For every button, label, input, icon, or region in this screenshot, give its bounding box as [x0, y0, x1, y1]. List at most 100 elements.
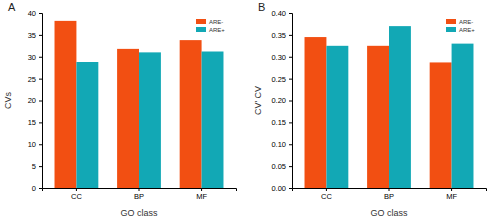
tick-mark [451, 188, 452, 191]
tick-label: 15 [28, 118, 36, 127]
bar [367, 46, 389, 188]
legend-label: ARE- [209, 19, 223, 25]
tick-mark [39, 101, 42, 102]
tick: 30 [28, 53, 42, 62]
y-axis-title: CV' CV [253, 86, 263, 115]
tick: 40 [28, 9, 42, 18]
tick-label: 30 [28, 53, 36, 62]
bar [389, 26, 411, 188]
tick-label: CC [321, 192, 332, 201]
tick-mark [39, 188, 42, 189]
tick-mark [389, 188, 390, 191]
tick-mark [289, 79, 292, 80]
tick-label: BP [134, 192, 144, 201]
tick: 0.15 [271, 118, 292, 127]
tick: 10 [28, 140, 42, 149]
tick-mark [39, 166, 42, 167]
tick-mark [289, 144, 292, 145]
tick-label: 20 [28, 96, 36, 105]
tick: MF [196, 188, 207, 201]
tick-label: 0.15 [271, 118, 286, 127]
tick: BP [384, 188, 394, 201]
axis-line [293, 189, 487, 192]
tick: 0.25 [271, 75, 292, 84]
tick: 0 [32, 184, 42, 193]
tick: 5 [32, 162, 42, 171]
tick-label: 35 [28, 31, 36, 40]
tick-mark [289, 101, 292, 102]
tick-mark [39, 57, 42, 58]
tick-mark [289, 13, 292, 14]
axis-line [43, 189, 237, 192]
bar [326, 46, 348, 188]
tick: BP [134, 188, 144, 201]
bar [76, 62, 98, 188]
bars [55, 21, 224, 188]
tick: 0.40 [271, 9, 292, 18]
tick: CC [321, 188, 332, 201]
tick-mark [289, 57, 292, 58]
legend-label: ARE+ [209, 27, 225, 33]
legend-swatch [196, 27, 206, 32]
tick-label: BP [384, 192, 394, 201]
tick-mark [201, 188, 202, 191]
axis-line [39, 14, 43, 189]
tick: MF [446, 188, 457, 201]
tick-label: MF [446, 192, 457, 201]
bar [452, 44, 474, 188]
tick: 0.30 [271, 53, 292, 62]
tick-mark [289, 166, 292, 167]
legend-label: ARE+ [459, 27, 475, 33]
bar [430, 62, 452, 188]
bar [117, 49, 139, 188]
tick-mark [139, 188, 140, 191]
tick-mark [289, 188, 292, 189]
tick: 20 [28, 96, 42, 105]
panel: 0.00 0.05 0.10 0.15 0.20 0.25 0.30 0.35 0.40 CC BP… [253, 1, 487, 218]
tick-label: 0.05 [271, 162, 286, 171]
tick-mark [289, 35, 292, 36]
bar [55, 21, 77, 188]
tick-label: 0.35 [271, 31, 286, 40]
tick: 25 [28, 75, 42, 84]
title: A [8, 1, 16, 13]
y-axis-title: CVs [3, 92, 13, 110]
bar [180, 40, 202, 188]
legend-swatch [446, 27, 456, 32]
tick-mark [326, 188, 327, 191]
tick-label: 0.20 [271, 96, 286, 105]
tick: 0.20 [271, 96, 292, 105]
tick-label: 0.25 [271, 75, 286, 84]
tick-label: 10 [28, 140, 36, 149]
tick-mark [39, 144, 42, 145]
legend-label: ARE- [459, 19, 473, 25]
tick-mark [39, 122, 42, 123]
tick: 0.35 [271, 31, 292, 40]
legend-swatch [196, 19, 206, 24]
x-axis: CC BP MF [43, 188, 237, 201]
legend: ARE- ARE+ [446, 19, 475, 33]
tick-label: 0.00 [271, 184, 286, 193]
tick-label: 0.40 [271, 9, 286, 18]
tick: 0.00 [271, 184, 292, 193]
bar [202, 52, 224, 189]
tick: 0.05 [271, 162, 292, 171]
x-axis-title: GO class [120, 208, 158, 218]
bar [305, 37, 327, 188]
panel: 0510152025303540CCBPMFGO classCVsAARE-AR… [3, 1, 237, 218]
legend: ARE- ARE+ [196, 19, 225, 33]
axis-line [289, 14, 293, 189]
title: B [258, 1, 265, 13]
tick: CC [71, 188, 82, 201]
y-axis: 0 5 10 15 20 25 30 35 40 [28, 9, 43, 193]
tick: 35 [28, 31, 42, 40]
tick-label: 0.10 [271, 140, 286, 149]
tick-label: 5 [32, 162, 36, 171]
tick-label: CC [71, 192, 82, 201]
bar [139, 52, 161, 188]
figure: 0510152025303540CCBPMFGO classCVsAARE-AR… [0, 0, 500, 222]
x-axis-title: GO class [370, 208, 408, 218]
tick-mark [76, 188, 77, 191]
x-axis: CC BP MF [293, 188, 487, 201]
tick-mark [39, 35, 42, 36]
